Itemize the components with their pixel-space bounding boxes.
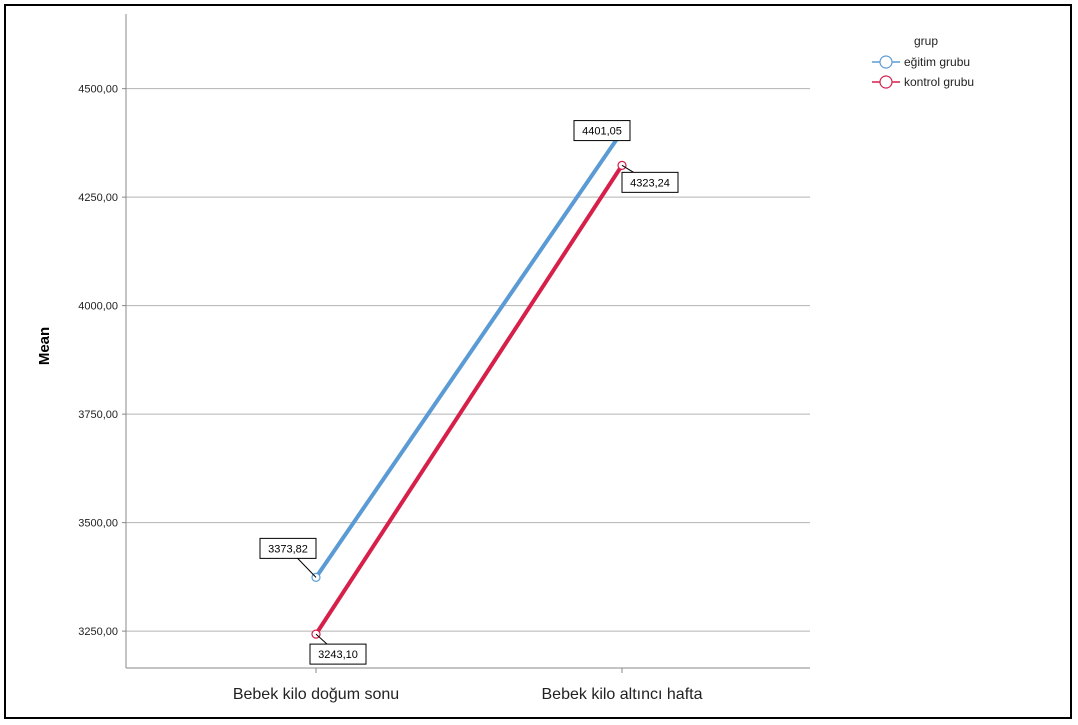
legend-swatch-marker [879, 75, 893, 89]
legend-label: eğitim grubu [904, 55, 970, 69]
y-tick-label: 4250,00 [78, 192, 118, 204]
mean-line-chart: 3250,00 3500,00 3750,00 4000,00 4250,00 4500,… [36, 14, 974, 703]
y-tick-label: 3250,00 [78, 626, 118, 638]
legend: grup eğitim grubu kontrol grubu [872, 34, 974, 89]
axes [122, 14, 810, 673]
x-category-label: Bebek kilo doğum sonu [233, 686, 399, 703]
y-tick-labels: 3250,00 3500,00 3750,00 4000,00 4250,00 4500,… [78, 84, 118, 638]
data-label: 3243,10 [318, 649, 358, 661]
x-category-labels: Bebek kilo doğum sonu Bebek kilo altıncı … [233, 686, 703, 703]
y-tick-label: 3500,00 [78, 518, 118, 530]
data-label: 4401,05 [582, 126, 622, 138]
data-label-box [259, 537, 317, 559]
legend-label: kontrol grubu [904, 75, 974, 89]
series-line [314, 164, 624, 636]
y-tick-label: 4500,00 [78, 84, 118, 96]
series-line [314, 130, 624, 579]
data-label: 3373,82 [268, 543, 308, 555]
data-labels: 3373,82 4401,05 3243,10 4323,24 [259, 120, 679, 665]
grid-lines [126, 88, 810, 632]
chart-frame: 3250,00 3500,00 3750,00 4000,00 4250,00 4500,… [4, 4, 1072, 719]
data-label-box [573, 120, 631, 142]
data-label-box [309, 643, 367, 665]
y-tick-label: 3750,00 [78, 409, 118, 421]
y-axis-title: Mean [36, 327, 53, 365]
legend-swatch-marker [879, 55, 893, 69]
data-label: 4323,24 [630, 177, 670, 189]
x-category-label: Bebek kilo altıncı hafta [542, 686, 703, 703]
series-lines [311, 126, 627, 639]
legend-title: grup [914, 34, 938, 48]
data-label-box [621, 171, 679, 193]
y-tick-label: 4000,00 [78, 301, 118, 313]
